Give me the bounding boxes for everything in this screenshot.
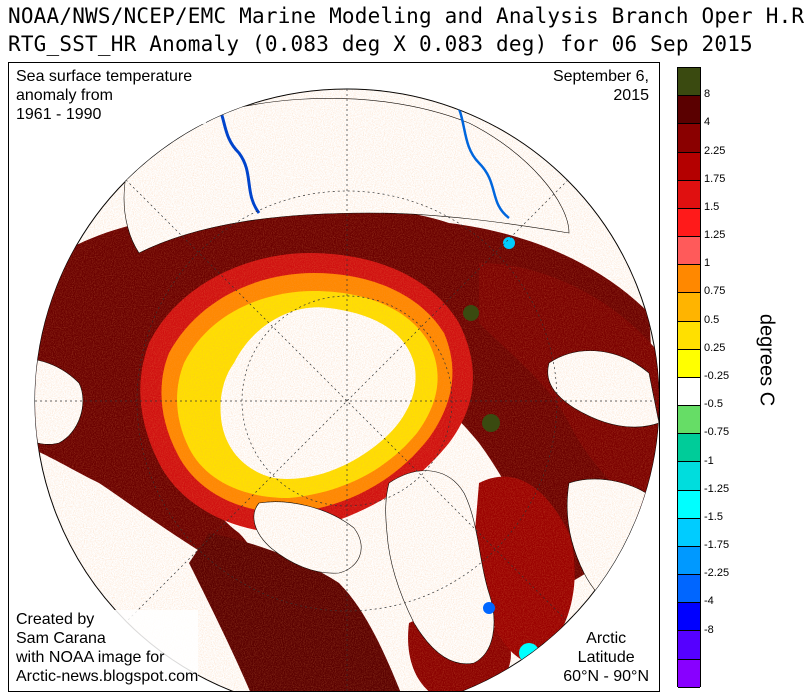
color-scale-swatch [678,265,700,294]
color-scale-tick-label: 0.75 [704,285,726,298]
color-scale-tick-label: 1.5 [704,200,720,213]
cold-anomaly-spot [483,602,495,614]
color-scale-swatch [678,321,700,350]
color-scale-tick-label: -0.5 [704,398,723,411]
latitude-overlay: Arctic Latitude 60°N - 90°N [563,629,649,686]
color-scale-bar [677,67,701,688]
color-scale-tick-label: 0.5 [704,313,720,326]
credit-line: with NOAA image for [16,649,165,666]
latitude-line: Latitude [577,649,635,666]
color-scale-tick-label: 0.25 [704,341,726,354]
credit-overlay: Created by Sam Carana with NOAA image fo… [16,610,199,686]
credit-line: Created by [16,611,95,628]
color-scale-tick-label: 1.25 [704,229,726,242]
credit-line: Sam Carana [16,630,106,647]
date-line: 2015 [613,87,649,104]
polar-stereographic-map [34,88,659,691]
color-scale-swatch [678,208,700,238]
color-scale-tick-label: -1.75 [704,539,730,552]
color-scale-tick-label: -1 [704,454,714,467]
color-scale-tick-label: -1.5 [704,510,723,523]
description-line: anomaly from [16,87,113,104]
cold-anomaly-spot [503,237,515,249]
color-scale-tick-label: 4 [704,116,711,129]
color-scale-swatch [678,349,700,378]
color-scale-tick-label: 8 [704,88,711,101]
color-scale-swatch [678,237,700,266]
extreme-anomaly-spot [463,305,479,321]
color-scale-swatch [678,96,700,125]
color-scale-tick-label: -8 [704,623,714,636]
color-scale-swatch [678,518,700,547]
color-scale-swatch [678,490,700,519]
color-scale-swatch [678,631,700,660]
color-scale-swatch [678,406,700,435]
units-label: degrees C [755,313,778,407]
latitude-line: 60°N - 90°N [563,668,649,685]
color-scale-tick-label: -0.75 [704,426,730,439]
color-scale-tick-label: -2.25 [704,567,730,580]
date-overlay: September 6, 2015 [552,67,649,105]
color-scale-swatch [678,124,700,153]
color-scale-swatch [678,377,700,407]
map-title-line-2: RTG_SST_HR Anomaly (0.083 deg X 0.083 de… [8,32,753,56]
description-overlay: Sea surface temperature anomaly from 196… [16,67,206,124]
color-scale-tick-label: -4 [704,595,714,608]
color-scale-swatch [678,434,700,463]
anomaly-speckle-texture [35,89,659,691]
color-scale-tick-label: 1.75 [704,172,726,185]
extreme-anomaly-spot [482,414,500,432]
credit-line: Arctic-news.blogspot.com [16,668,199,685]
color-scale-swatch [678,293,700,322]
siberian-river [448,92,510,219]
color-scale-tick-label: -1.25 [704,482,730,495]
color-scale-tick-label: 2.25 [704,144,726,157]
latitude-line: Arctic [586,630,627,647]
date-line: September 6, [552,68,649,85]
polar-map: Sea surface temperature anomaly from 196… [8,62,660,692]
color-scale-swatch [678,152,700,181]
color-scale-tick-label: 1 [704,257,711,270]
color-scale-swatch [678,180,700,209]
color-scale-swatch [678,68,700,97]
color-scale-swatch [678,575,700,604]
color-scale-swatch [678,603,700,632]
color-scale-swatch [678,462,700,491]
map-title-line-1: NOAA/NWS/NCEP/EMC Marine Modeling and An… [8,4,808,28]
color-scale-swatch [678,546,700,576]
description-line: 1961 - 1990 [16,106,102,123]
graticule [35,89,659,691]
description-line: Sea surface temperature [16,68,193,85]
cold-anomaly-spot [519,643,539,663]
color-scale-swatch [678,659,700,688]
color-scale-tick-label: -0.25 [704,370,730,382]
